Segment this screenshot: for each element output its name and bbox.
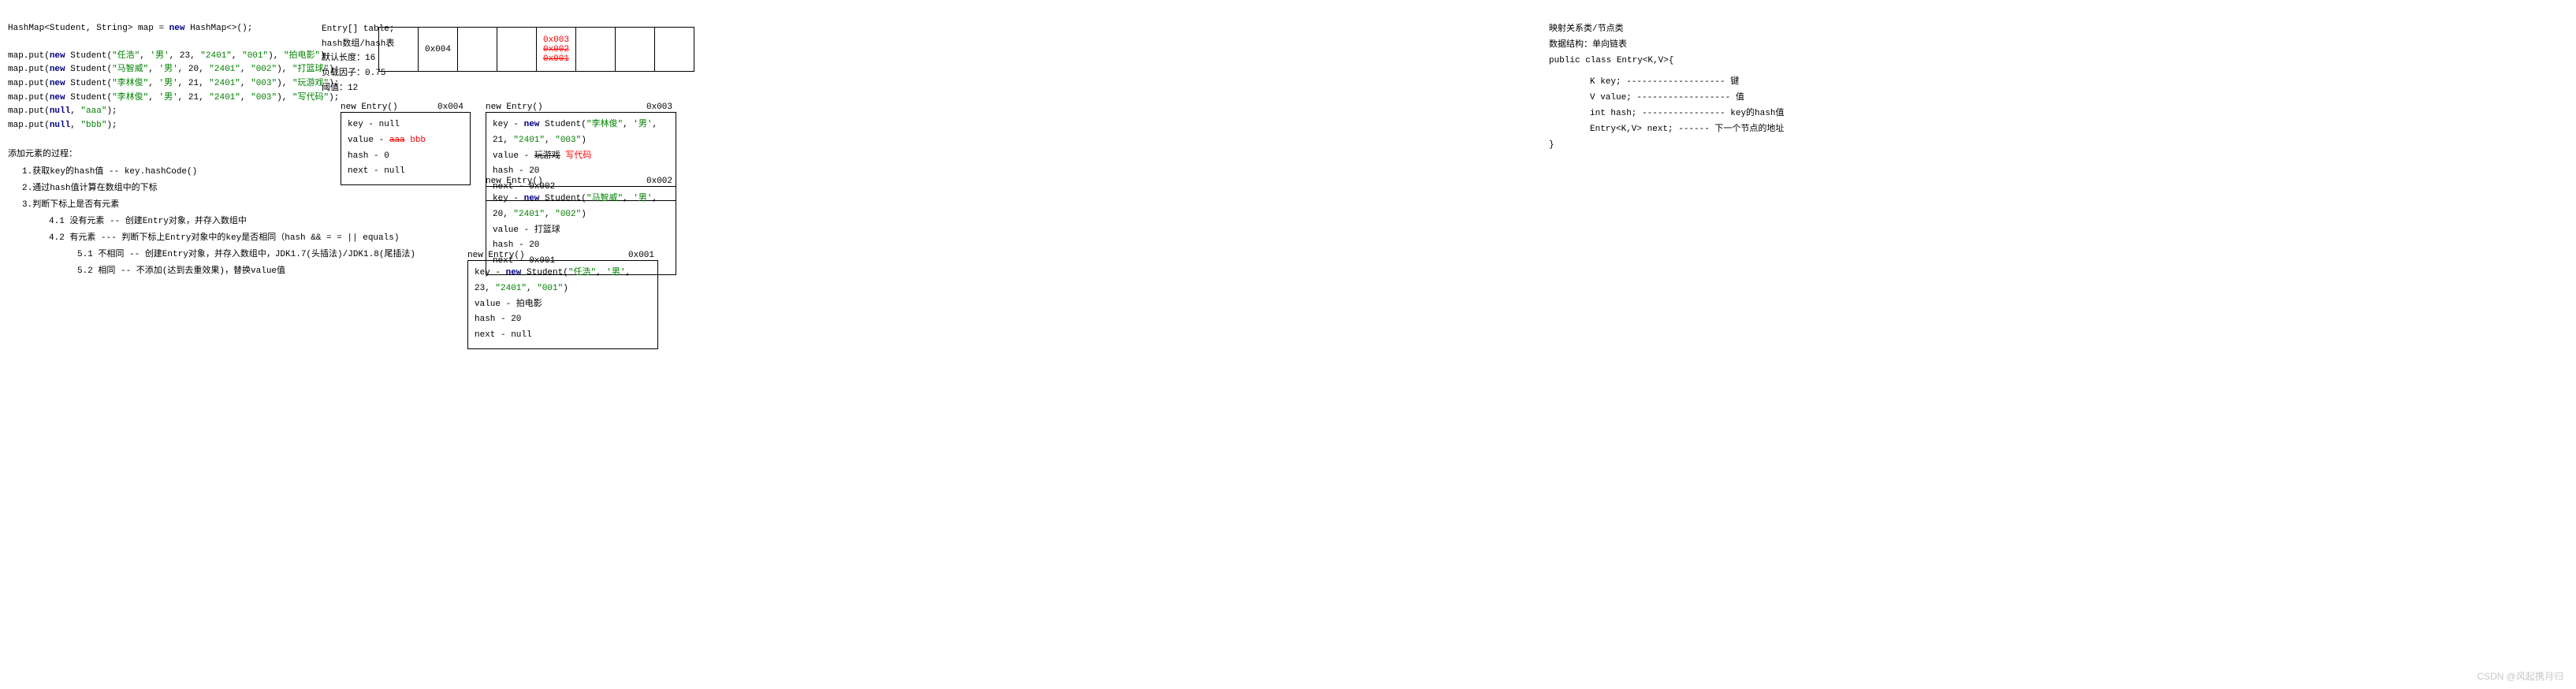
- put-6: map.put(null, "bbb");: [8, 121, 117, 130]
- right-title: 映射关系类/节点类: [1549, 22, 1784, 38]
- entry-key: key - new Student("李林俊", '男', 21, "2401"…: [493, 117, 669, 149]
- bucket-addr: 0x003: [538, 35, 575, 45]
- field-line: V value; ------------------ 值: [1549, 91, 1784, 106]
- bucket-cell: 0x003 0x002 0x001: [537, 28, 576, 72]
- hash-array-table: 0x004 0x003 0x002 0x001: [378, 27, 694, 72]
- right-close: }: [1549, 138, 1784, 154]
- process-step-3-2-1: 5.1 不相同 -- 创建Entry对象，并存入数组中，JDK1.7(头插法)/…: [8, 247, 2568, 263]
- bucket-cell: [497, 28, 537, 72]
- bucket-addr-old: 0x001: [538, 54, 575, 64]
- field-line: int hash; ---------------- key的hash值: [1549, 106, 1784, 122]
- process-step-3-2-2: 5.2 相同 -- 不添加(达到去重效果)，替换value值: [8, 263, 2568, 280]
- entry-address: 0x004: [437, 102, 463, 112]
- bucket-cell: 0x004: [419, 28, 458, 72]
- entry-hash: hash - 20: [475, 312, 651, 328]
- entry-value: value - 玩游戏 写代码: [493, 149, 669, 165]
- entry-next: next - null: [475, 328, 651, 344]
- entry-address: 0x002: [646, 177, 672, 186]
- put-1: map.put(new Student("任浩", '男', 23, "2401…: [8, 51, 330, 61]
- bucket-cell: [616, 28, 655, 72]
- class-definition: 映射关系类/节点类 数据结构：单向链表 public class Entry<K…: [1549, 22, 1784, 153]
- right-class: public class Entry<K,V>{: [1549, 54, 1784, 69]
- bucket-cell: [655, 28, 694, 72]
- process-step-3: 3.判断下标上是否有元素: [8, 197, 2568, 214]
- watermark: CSDN @风起携月归: [2477, 669, 2563, 683]
- entry-value: value - 拍电影: [475, 297, 651, 313]
- entry-label: new Entry(): [341, 102, 398, 112]
- put-5: map.put(null, "aaa");: [8, 106, 117, 116]
- entry-box-0x004: key - null value - aaa bbb hash - 0 next…: [341, 112, 471, 185]
- right-struct: 数据结构：单向链表: [1549, 38, 1784, 54]
- put-4: map.put(new Student("李林俊", '男', 21, "240…: [8, 93, 339, 102]
- hash-meta-line: 阈值：12: [322, 81, 394, 96]
- put-3: map.put(new Student("李林俊", '男', 21, "240…: [8, 79, 339, 88]
- bucket-addr-old: 0x002: [538, 45, 575, 54]
- bucket-cell: [576, 28, 616, 72]
- entry-key: key - null: [348, 117, 463, 133]
- process-step-3-1: 4.1 没有元素 -- 创建Entry对象，并存入数组中: [8, 214, 2568, 230]
- entry-address: 0x001: [628, 251, 654, 260]
- bucket-cell: [379, 28, 419, 72]
- decl: HashMap<Student, String> map = new HashM…: [8, 24, 252, 33]
- entry-key: key - new Student("任浩", '男', 23, "2401",…: [475, 266, 651, 297]
- bucket-cell: [458, 28, 497, 72]
- put-2: map.put(new Student("马智威", '男', 20, "240…: [8, 65, 339, 74]
- entry-address: 0x003: [646, 102, 672, 112]
- entry-box-0x001: key - new Student("任浩", '男', 23, "2401",…: [467, 260, 658, 349]
- entry-key: key - new Student("马智威", '男', 20, "2401"…: [493, 192, 669, 223]
- entry-label: new Entry(): [486, 177, 543, 186]
- entry-label: new Entry(): [467, 251, 525, 260]
- field-line: K key; ------------------- 键: [1549, 75, 1784, 91]
- process-step-3-2: 4.2 有元素 --- 判断下标上Entry对象中的key是否相同（hash &…: [8, 230, 2568, 247]
- field-line: Entry<K,V> next; ------ 下一个节点的地址: [1549, 122, 1784, 138]
- entry-value: value - 打篮球: [493, 223, 669, 239]
- entry-hash: hash - 0: [348, 149, 463, 165]
- entry-next: next - null: [348, 164, 463, 180]
- entry-label: new Entry(): [486, 102, 543, 112]
- entry-value: value - aaa bbb: [348, 133, 463, 149]
